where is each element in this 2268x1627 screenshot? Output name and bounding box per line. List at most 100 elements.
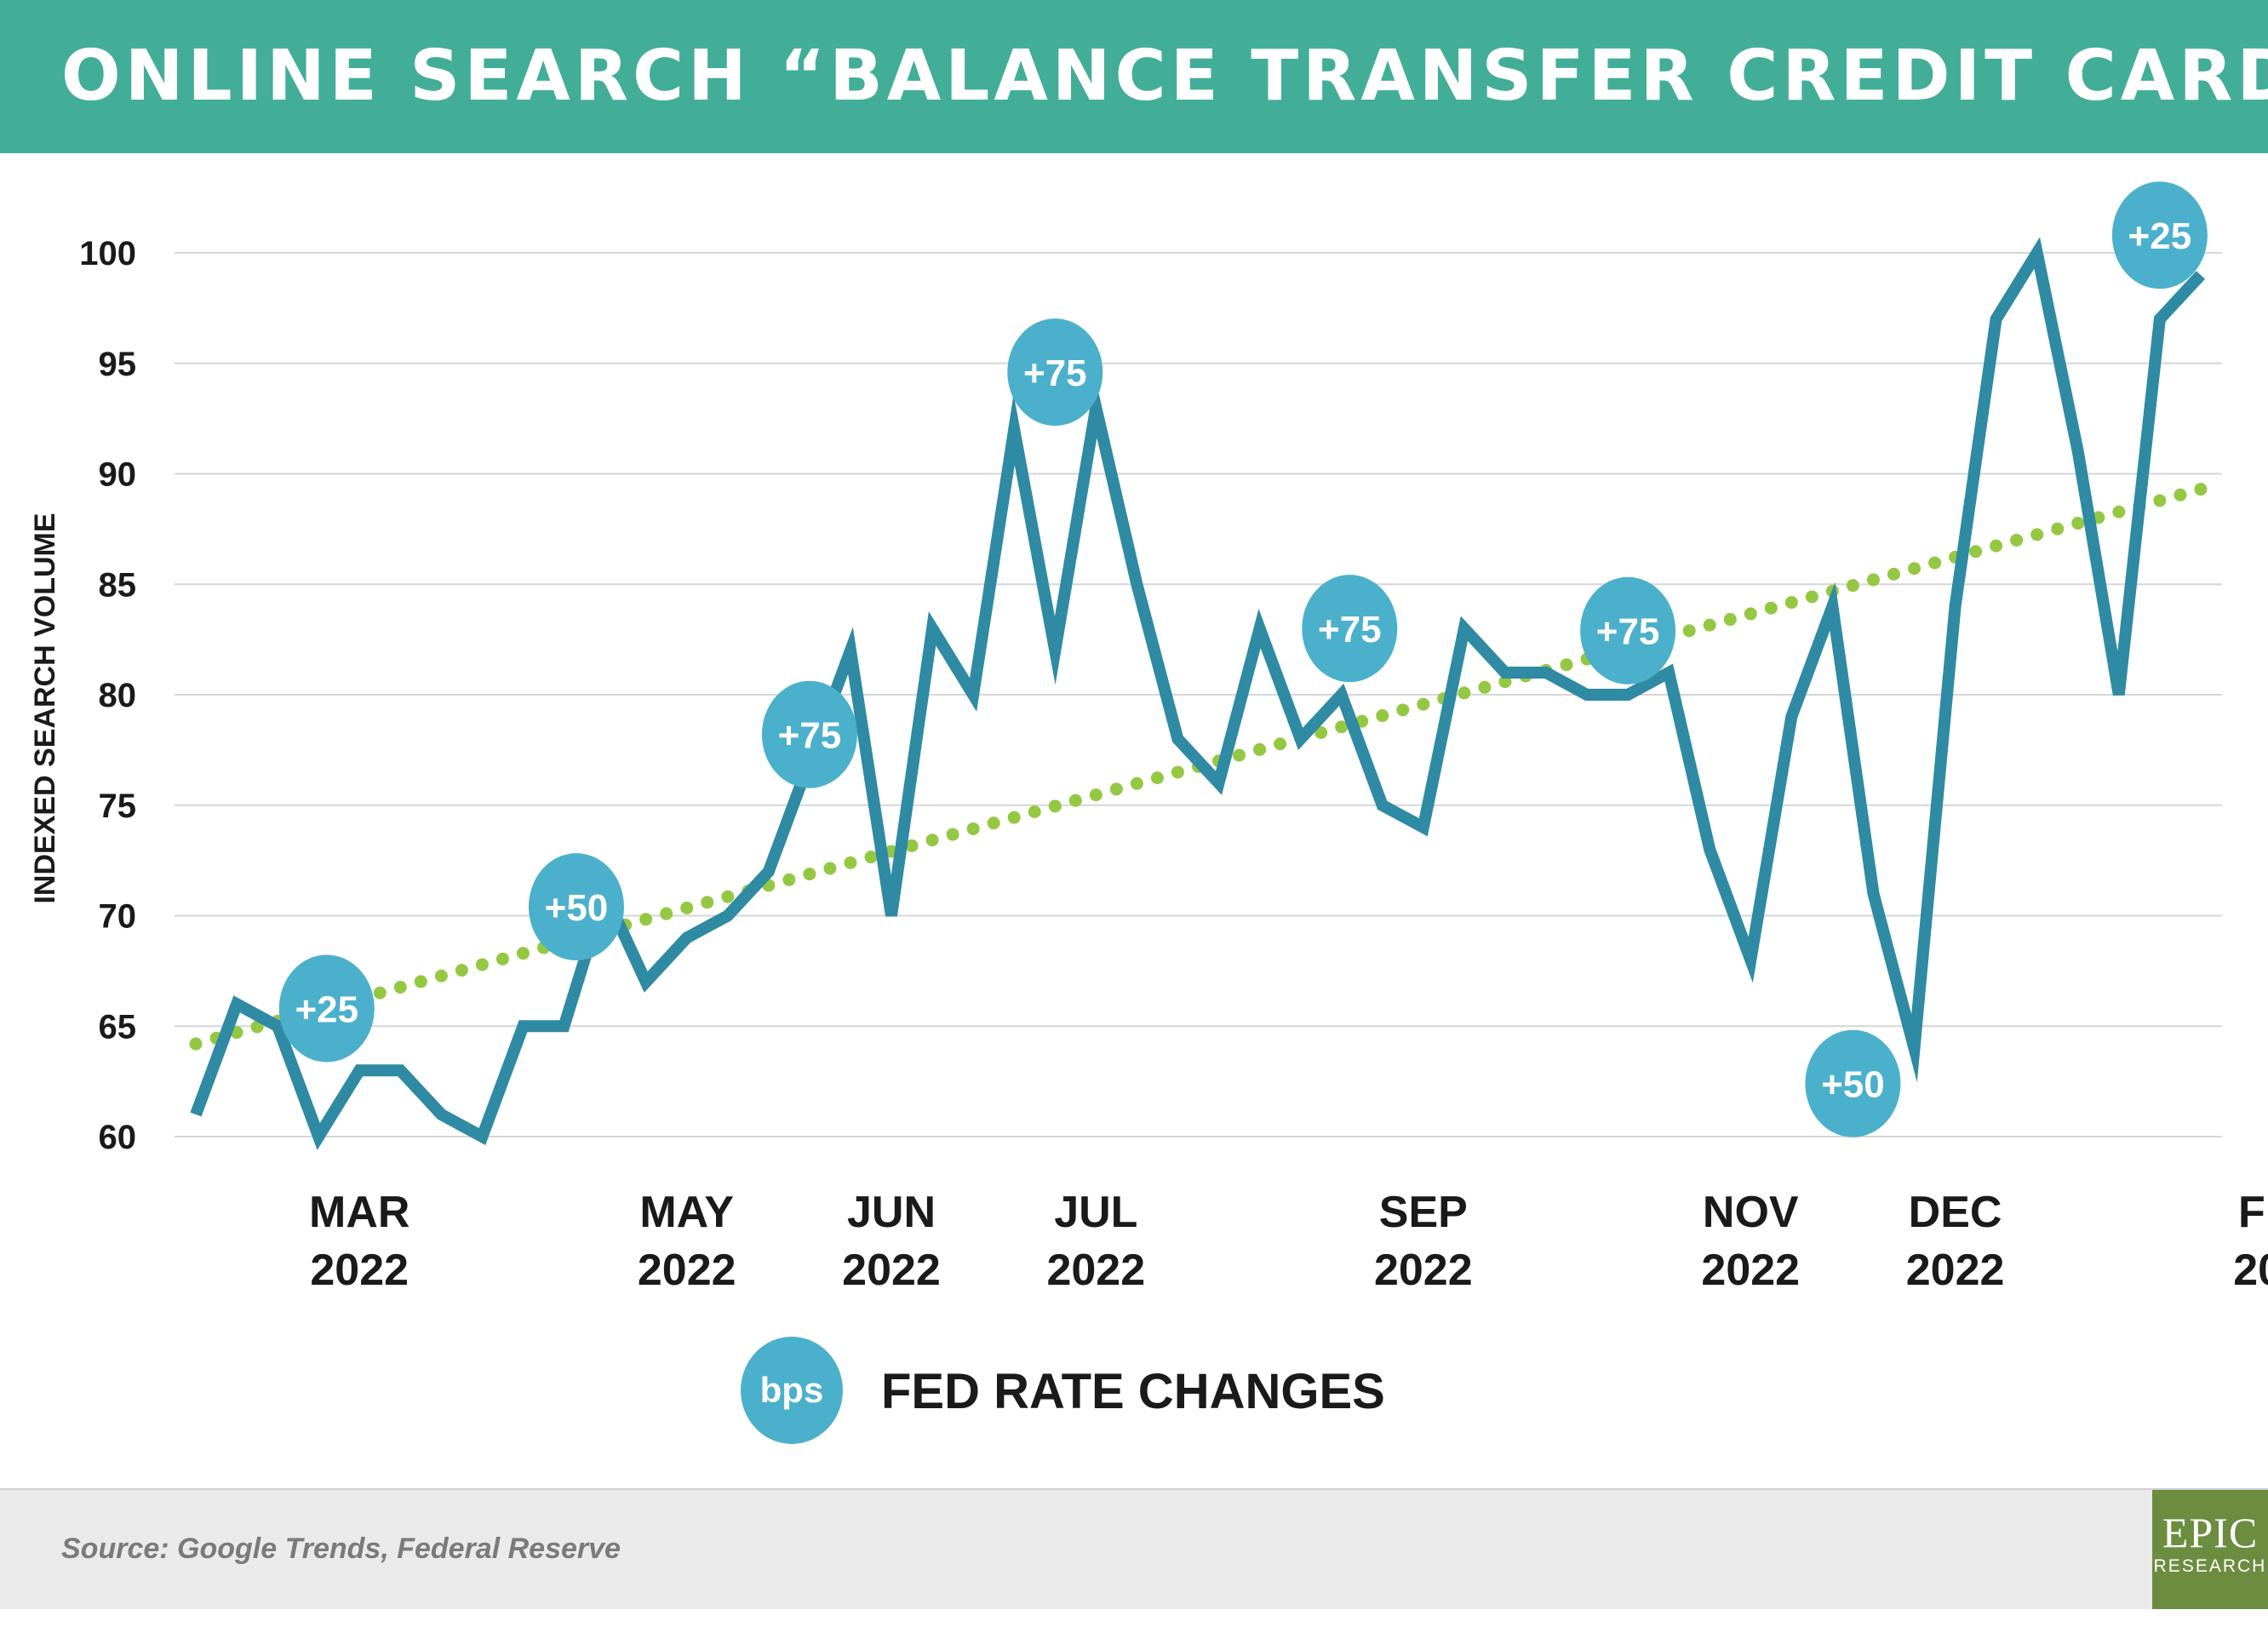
rate-badge bbox=[528, 853, 624, 961]
trend-dot bbox=[2010, 533, 2024, 547]
x-tick-year: 2022 bbox=[1046, 1246, 1145, 1295]
trend-dot bbox=[946, 828, 959, 841]
x-tick-month: SEP bbox=[1379, 1188, 1468, 1237]
trend-dot bbox=[721, 890, 735, 903]
x-tick-year: 2023 bbox=[2233, 1246, 2268, 1295]
trend-dot bbox=[1376, 709, 1389, 723]
trend-dot bbox=[516, 947, 530, 960]
logo-epic-text: EPIC bbox=[2162, 1509, 2259, 1556]
rate-badge bbox=[1805, 1029, 1901, 1137]
trend-dot bbox=[1703, 618, 1716, 632]
trend-dot bbox=[660, 907, 673, 920]
y-tick-label: 100 bbox=[79, 235, 136, 272]
rate-change-badges: +25 +50 +75 +75 +75 +75 +50 +25 bbox=[278, 181, 2208, 1137]
trend-dot bbox=[680, 901, 694, 914]
trend-dot bbox=[1764, 601, 1778, 615]
legend-badge bbox=[741, 1337, 843, 1444]
trend-dot bbox=[1969, 545, 1983, 559]
x-tick-month: JUN bbox=[847, 1188, 936, 1237]
trend-dot bbox=[393, 981, 407, 994]
series-line bbox=[190, 237, 2206, 1150]
rate-badge-label: +25 bbox=[295, 988, 358, 1030]
trend-dot bbox=[1171, 765, 1184, 779]
trend-dot bbox=[1253, 742, 1267, 756]
trend-dot bbox=[966, 822, 980, 835]
x-tick-year: 2022 bbox=[1906, 1246, 2005, 1295]
trend-dot bbox=[2051, 522, 2065, 536]
y-tick-labels: 60 65 70 75 80 85 90 95 100 bbox=[79, 235, 136, 1156]
rate-badge bbox=[1007, 318, 1103, 427]
rate-badge-label: +50 bbox=[1821, 1064, 1885, 1106]
rate-badge bbox=[761, 680, 857, 788]
trend-dot bbox=[2112, 505, 2126, 518]
x-tick-labels: MAR 2022 MAY 2022 JUN 2022 JUL 2022 SEP 2022 NOV 20… bbox=[309, 1188, 2268, 1295]
trend-dot bbox=[1314, 725, 1328, 739]
rate-badge bbox=[1302, 575, 1398, 683]
rate-badge-label: +75 bbox=[1318, 609, 1382, 650]
trend-dot bbox=[1784, 596, 1798, 610]
y-tick-label: 75 bbox=[99, 788, 137, 825]
trend-dot bbox=[905, 839, 919, 852]
trend-dot bbox=[1028, 805, 1041, 819]
trend-dot bbox=[1089, 788, 1102, 802]
rate-badge bbox=[1580, 576, 1676, 685]
legend: bps FED RATE CHANGES bbox=[741, 1337, 1385, 1444]
trend-dot bbox=[1928, 556, 1942, 570]
trend-dot bbox=[1805, 590, 1818, 604]
trend-dot bbox=[1908, 562, 1922, 576]
trend-dot bbox=[823, 862, 837, 875]
trend-dot bbox=[189, 1037, 203, 1051]
trend-dot bbox=[701, 896, 714, 909]
trend-dot bbox=[1233, 748, 1246, 762]
title-banner: ONLINE SEARCH “BALANCE TRANSFER CREDIT C… bbox=[0, 0, 2268, 153]
trend-dot bbox=[1109, 782, 1123, 796]
trend-dot bbox=[1887, 567, 1900, 581]
y-tick-label: 90 bbox=[99, 456, 137, 494]
x-tick-month: MAY bbox=[639, 1188, 734, 1237]
trend-dot bbox=[1335, 720, 1349, 734]
x-tick-year: 2022 bbox=[310, 1246, 409, 1295]
x-tick-month: MAR bbox=[309, 1188, 410, 1237]
trend-dot bbox=[639, 913, 653, 926]
trend-dot bbox=[2174, 488, 2187, 501]
grid-lines bbox=[175, 252, 2222, 1137]
x-tick-month: DEC bbox=[1909, 1188, 2002, 1237]
trend-dot bbox=[1846, 579, 1859, 593]
trend-dot bbox=[455, 964, 468, 977]
rate-badge-label: +75 bbox=[778, 715, 842, 757]
y-tick-label: 65 bbox=[99, 1008, 137, 1046]
y-tick-label: 95 bbox=[99, 346, 137, 383]
x-tick-year: 2022 bbox=[1701, 1246, 1800, 1295]
trend-dot bbox=[2030, 528, 2044, 541]
logo-research-text: RESEARCH bbox=[2153, 1556, 2267, 1576]
rate-badge bbox=[278, 954, 375, 1063]
trend-dot bbox=[1478, 680, 1492, 694]
x-tick-year: 2022 bbox=[1374, 1246, 1473, 1295]
trend-dot bbox=[925, 834, 939, 847]
rate-badge-label: +75 bbox=[1596, 611, 1660, 653]
y-tick-label: 60 bbox=[99, 1119, 137, 1156]
trend-dot bbox=[1866, 573, 1880, 587]
x-tick-month: JUL bbox=[1054, 1188, 1137, 1237]
trend-dot bbox=[495, 952, 509, 965]
x-tick-month: FEB bbox=[2238, 1188, 2268, 1237]
trend-dot bbox=[782, 873, 796, 886]
trend-dot bbox=[1048, 799, 1062, 813]
x-tick-year: 2022 bbox=[842, 1246, 941, 1295]
trend-dot bbox=[2071, 517, 2085, 530]
trend-dot bbox=[1560, 658, 1573, 672]
trend-dot bbox=[1130, 776, 1143, 790]
y-axis-label: INDEXED SEARCH VOLUME bbox=[29, 513, 61, 903]
rate-badge-label: +75 bbox=[1023, 352, 1087, 394]
trend-dot bbox=[434, 969, 448, 983]
x-tick-month: NOV bbox=[1703, 1188, 1799, 1237]
trend-dot bbox=[1007, 811, 1021, 824]
y-tick-label: 80 bbox=[99, 677, 137, 714]
trend-dot bbox=[864, 851, 878, 864]
trend-dot bbox=[1990, 539, 2003, 553]
trend-dot bbox=[1396, 703, 1410, 717]
trend-dot bbox=[803, 868, 816, 881]
trend-dot bbox=[1417, 697, 1430, 711]
epic-research-logo: EPIC RESEARCH bbox=[2152, 1490, 2268, 1609]
trend-dot bbox=[475, 958, 489, 971]
